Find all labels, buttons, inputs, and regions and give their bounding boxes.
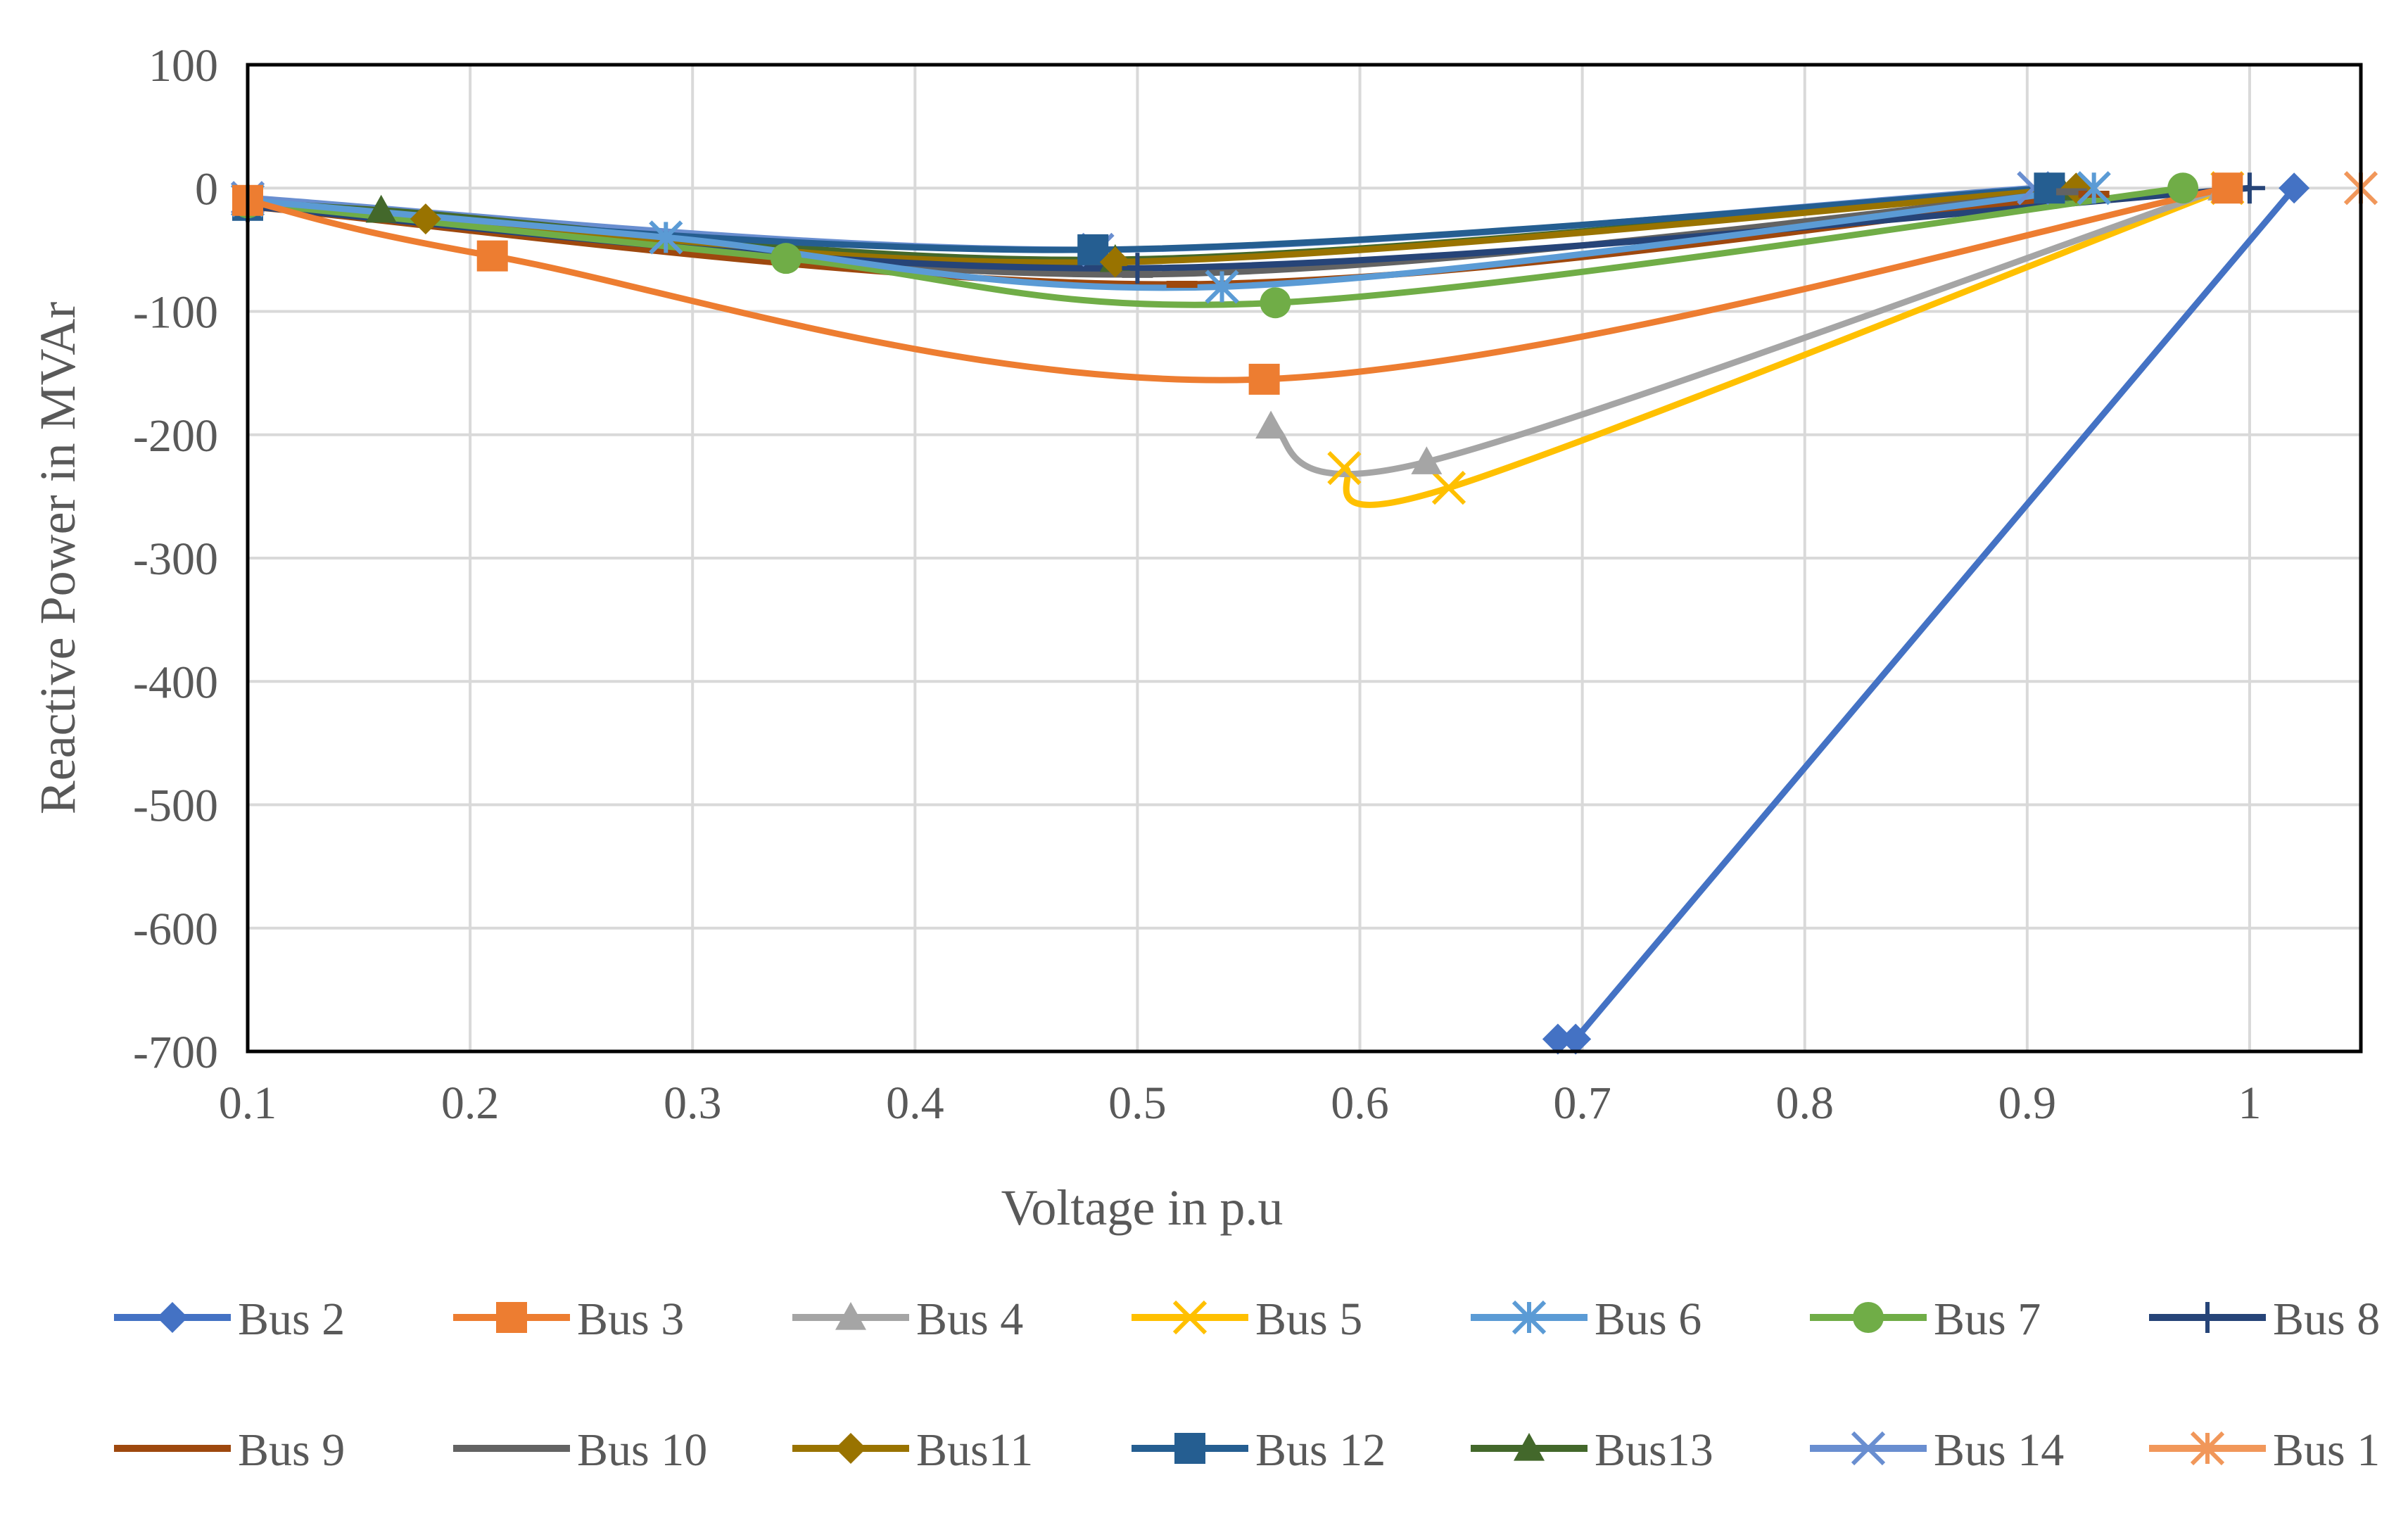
data-point-bus-4	[1255, 410, 1287, 439]
legend-marker	[1172, 1300, 1208, 1335]
x-tick-label: 0.4	[886, 1077, 944, 1129]
data-point-bus-8	[1122, 253, 1153, 284]
series-line-bus-3	[244, 184, 2231, 384]
legend-marker	[2192, 1302, 2223, 1333]
legend-item: Bus 1	[2149, 1424, 2380, 1476]
series-line-bus-4	[1267, 184, 2226, 477]
data-point-bus-2	[1560, 1023, 1592, 1055]
legend-item: Bus 10	[453, 1424, 707, 1476]
legend-item: Bus11	[792, 1424, 1033, 1476]
legend-marker	[157, 1302, 188, 1333]
legend-label: Bus 12	[1255, 1424, 1386, 1476]
data-point-bus-6	[649, 220, 683, 255]
legend-label: Bus 10	[577, 1424, 707, 1476]
x-tick-label: 0.9	[1998, 1077, 2057, 1129]
data-point-bus-7	[2167, 172, 2199, 204]
grid-lines	[246, 63, 2361, 1053]
legend-item: Bus 3	[453, 1294, 684, 1345]
legend-item: Bus13	[1471, 1424, 1713, 1476]
data-point-bus-7	[770, 243, 801, 274]
legend-label: Bus 8	[2273, 1294, 2380, 1345]
y-tick-label: 0	[195, 163, 218, 215]
legend-item: Bus 2	[114, 1294, 345, 1345]
legend-marker	[835, 1433, 866, 1464]
legend-label: Bus13	[1595, 1424, 1713, 1476]
y-tick-label: -200	[133, 410, 218, 462]
legend-item: Bus 4	[792, 1294, 1023, 1345]
data-point-bus-7	[1260, 287, 1291, 319]
legend-label: Bus 7	[1934, 1294, 2041, 1345]
legend-label: Bus 9	[238, 1424, 345, 1476]
x-axis-ticks: 0.1 0.2 0.3 0.4 0.5 0.6 0.7 0.8 0.9 1	[219, 1077, 2262, 1129]
legend-marker	[1174, 1433, 1205, 1464]
data-point-bus-3	[476, 240, 508, 272]
y-tick-label: -700	[133, 1027, 218, 1078]
x-tick-label: 0.8	[1775, 1077, 1834, 1129]
data-point-bus-3	[2212, 172, 2243, 204]
legend-item: Bus 12	[1132, 1424, 1386, 1476]
data-point-bus-12	[2034, 172, 2065, 204]
legend-label: Bus 5	[1255, 1294, 1362, 1345]
legend-marker	[496, 1302, 527, 1333]
legend-marker	[1512, 1300, 1547, 1335]
x-tick-label: 0.5	[1108, 1077, 1167, 1129]
y-tick-label: -400	[133, 657, 218, 708]
series-line-bus-5	[1341, 184, 2231, 508]
data-point-bus11	[410, 203, 441, 235]
data-point-bus-2	[2279, 172, 2310, 204]
x-tick-label: 0.6	[1331, 1077, 1389, 1129]
legend-marker	[2190, 1431, 2225, 1466]
legend-label: Bus 1	[2273, 1424, 2380, 1476]
legend-marker	[1853, 1302, 1884, 1333]
plot-area-frame	[246, 63, 2363, 1054]
y-tick-label: -300	[133, 533, 218, 585]
data-point-bus-5	[1431, 470, 1466, 505]
legend-label: Bus 3	[577, 1294, 684, 1345]
y-axis-label: Reactive Power in MVAr	[30, 302, 86, 815]
data-point-bus-5	[1327, 450, 1362, 486]
data-point-bus-2	[1542, 1023, 1573, 1055]
x-tick-label: 0.1	[219, 1077, 277, 1129]
data-point-bus13	[365, 194, 397, 223]
legend-item: Bus 14	[1810, 1424, 2064, 1476]
legend-item: Bus 6	[1471, 1294, 1702, 1345]
y-tick-label: -600	[133, 904, 218, 955]
legend-label: Bus 4	[916, 1294, 1023, 1345]
series-markers	[230, 171, 2378, 1055]
legend-marker	[1851, 1431, 1886, 1466]
series-line-bus-6	[244, 184, 2098, 291]
y-axis-ticks: 100 0 -100 -200 -300 -400 -500 -600 -700	[133, 40, 218, 1078]
data-point-bus-6	[1205, 270, 1239, 304]
x-tick-label: 0.3	[664, 1077, 722, 1129]
legend: Bus 2 Bus 3 Bus 4 Bus 5 Bus 6 Bus 7 Bus 8 Bus 9…	[114, 1294, 2380, 1476]
legend-item: Bus 5	[1132, 1294, 1362, 1345]
legend-label: Bus 14	[1934, 1424, 2064, 1476]
legend-item: Bus 8	[2149, 1294, 2380, 1345]
x-tick-label: 1	[2238, 1077, 2261, 1129]
data-point-bus-4	[1411, 446, 1443, 474]
legend-label: Bus 6	[1595, 1294, 1702, 1345]
y-tick-label: -500	[133, 780, 218, 832]
legend-marker	[1514, 1433, 1545, 1461]
legend-label: Bus11	[916, 1424, 1033, 1476]
x-tick-label: 0.7	[1553, 1077, 1611, 1129]
series-line-bus-2	[1554, 184, 2298, 1042]
data-point-bus-3	[1248, 363, 1280, 395]
data-point-bus-6	[2077, 171, 2111, 206]
y-tick-label: -100	[133, 287, 218, 339]
y-tick-label: 100	[148, 40, 218, 91]
legend-item: Bus 7	[1810, 1294, 2041, 1345]
x-tick-label: 0.2	[441, 1077, 500, 1129]
legend-item: Bus 9	[114, 1424, 345, 1476]
legend-label: Bus 2	[238, 1294, 345, 1345]
legend-marker	[835, 1302, 866, 1330]
series-line-bus-7	[244, 184, 2186, 308]
x-axis-label: Voltage in p.u	[1001, 1180, 1284, 1236]
